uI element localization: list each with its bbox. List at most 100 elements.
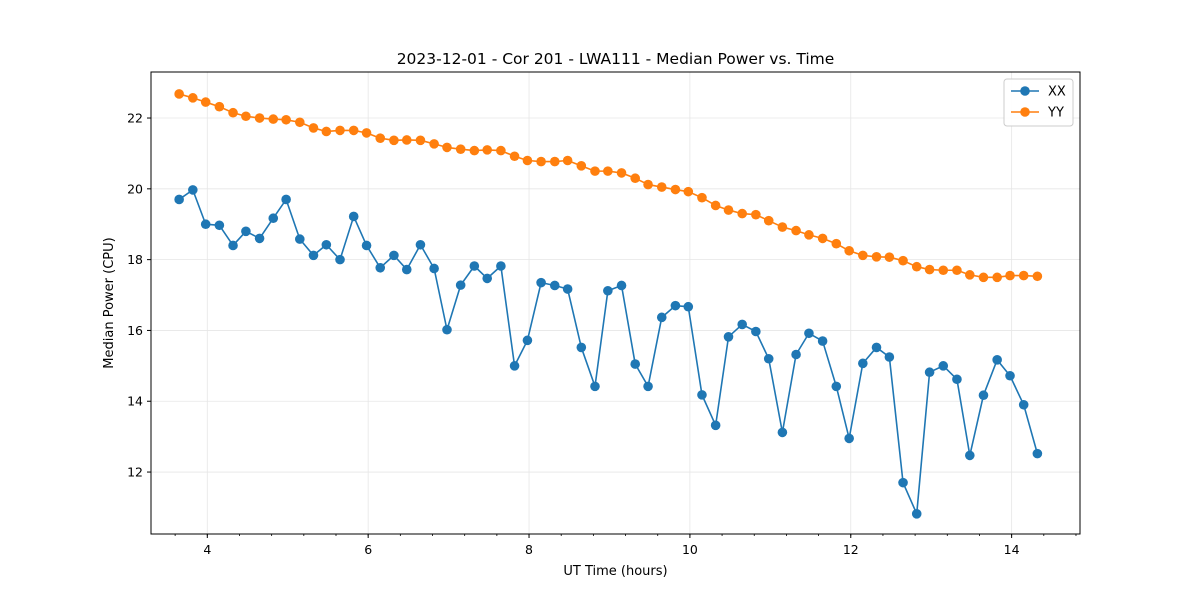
data-point-xx: [710, 420, 721, 431]
data-point-yy: [871, 251, 882, 262]
data-point-xx: [415, 239, 426, 250]
data-point-xx: [965, 450, 975, 461]
data-point-yy: [603, 166, 613, 176]
data-point-yy: [978, 272, 989, 283]
data-point-xx: [1005, 370, 1015, 381]
data-point-xx: [831, 381, 842, 392]
data-point-yy: [562, 155, 573, 166]
data-point-xx: [616, 280, 627, 291]
data-point-yy: [429, 139, 439, 149]
series-layer: [174, 89, 1043, 519]
axis-ticks: 4 6 8 10 12 14 12 14 16 18 20 22: [127, 111, 1077, 557]
data-point-yy: [1005, 270, 1015, 281]
data-point-xx: [174, 194, 184, 205]
data-point-xx: [978, 390, 989, 401]
data-point-yy: [496, 145, 506, 156]
data-point-yy: [241, 111, 251, 122]
data-point-xx: [858, 358, 868, 369]
y-tick-label: 14: [127, 394, 143, 409]
data-point-xx: [884, 352, 895, 362]
data-point-xx: [469, 261, 480, 271]
data-point-yy: [228, 107, 238, 118]
data-point-yy: [389, 135, 399, 146]
data-point-xx: [321, 239, 332, 250]
data-point-yy: [737, 208, 747, 219]
data-point-yy: [590, 166, 600, 176]
chart-title: 2023-12-01 - Cor 201 - LWA111 - Median P…: [397, 50, 835, 68]
y-tick-label: 16: [127, 323, 143, 338]
data-point-yy: [763, 215, 774, 226]
data-point-yy: [952, 265, 962, 276]
data-point-xx: [228, 240, 238, 251]
data-point-xx: [992, 355, 1002, 365]
data-point-xx: [442, 324, 452, 335]
series-yy: [174, 89, 1043, 283]
data-point-xx: [777, 427, 788, 438]
data-point-xx: [335, 254, 345, 265]
data-point-yy: [1018, 270, 1029, 281]
data-point-yy: [992, 272, 1002, 283]
data-point-yy: [791, 225, 801, 236]
data-point-yy: [884, 252, 895, 262]
legend-label: YY: [1047, 106, 1064, 121]
legend-label: XX: [1048, 85, 1066, 100]
data-point-yy: [643, 179, 653, 190]
data-point-xx: [871, 342, 882, 353]
data-point-yy: [295, 117, 305, 128]
data-point-xx: [241, 226, 251, 237]
data-point-xx: [791, 349, 801, 360]
x-tick-label: 4: [203, 542, 211, 557]
data-point-xx: [898, 477, 908, 488]
y-tick-label: 12: [127, 465, 143, 480]
data-point-yy: [522, 155, 533, 166]
data-point-xx: [348, 211, 359, 222]
grid: [151, 72, 1080, 534]
y-axis-label: Median Power (CPU): [102, 237, 117, 368]
data-point-yy: [214, 101, 225, 112]
data-point-yy: [938, 265, 949, 276]
data-point-xx: [214, 220, 225, 231]
x-axis-label: UT Time (hours): [563, 564, 667, 579]
data-point-yy: [817, 233, 828, 244]
data-point-yy: [415, 135, 426, 146]
data-point-yy: [174, 89, 184, 99]
data-point-yy: [630, 173, 641, 184]
data-point-yy: [455, 144, 466, 154]
data-point-xx: [603, 285, 613, 296]
data-point-yy: [188, 93, 198, 103]
data-point-yy: [254, 113, 265, 123]
legend-marker: [1020, 86, 1030, 96]
data-point-xx: [429, 263, 439, 274]
data-point-xx: [656, 312, 667, 323]
data-point-yy: [697, 192, 707, 203]
data-point-xx: [281, 194, 291, 205]
data-point-yy: [361, 128, 372, 138]
data-point-yy: [375, 133, 386, 144]
data-point-xx: [1032, 448, 1043, 459]
data-point-yy: [509, 151, 520, 162]
data-point-xx: [401, 264, 412, 275]
data-point-xx: [697, 390, 707, 400]
data-point-yy: [911, 261, 922, 272]
data-point-xx: [938, 361, 949, 371]
legend-item-yy: YY: [1011, 106, 1064, 121]
x-tick-label: 8: [525, 542, 533, 557]
data-point-xx: [844, 433, 854, 444]
data-point-xx: [630, 359, 641, 369]
data-point-yy: [348, 125, 359, 136]
data-point-yy: [831, 238, 842, 249]
x-tick-label: 6: [364, 542, 372, 557]
data-point-yy: [924, 264, 935, 275]
legend: XX YY: [1003, 78, 1074, 127]
data-point-yy: [710, 200, 721, 211]
data-point-yy: [965, 270, 975, 280]
data-point-yy: [576, 161, 587, 171]
data-point-xx: [482, 273, 493, 284]
data-point-xx: [804, 328, 814, 339]
data-point-yy: [469, 145, 480, 156]
data-point-yy: [683, 186, 694, 197]
data-point-xx: [496, 261, 506, 271]
data-point-yy: [751, 209, 761, 220]
data-point-xx: [763, 353, 774, 364]
